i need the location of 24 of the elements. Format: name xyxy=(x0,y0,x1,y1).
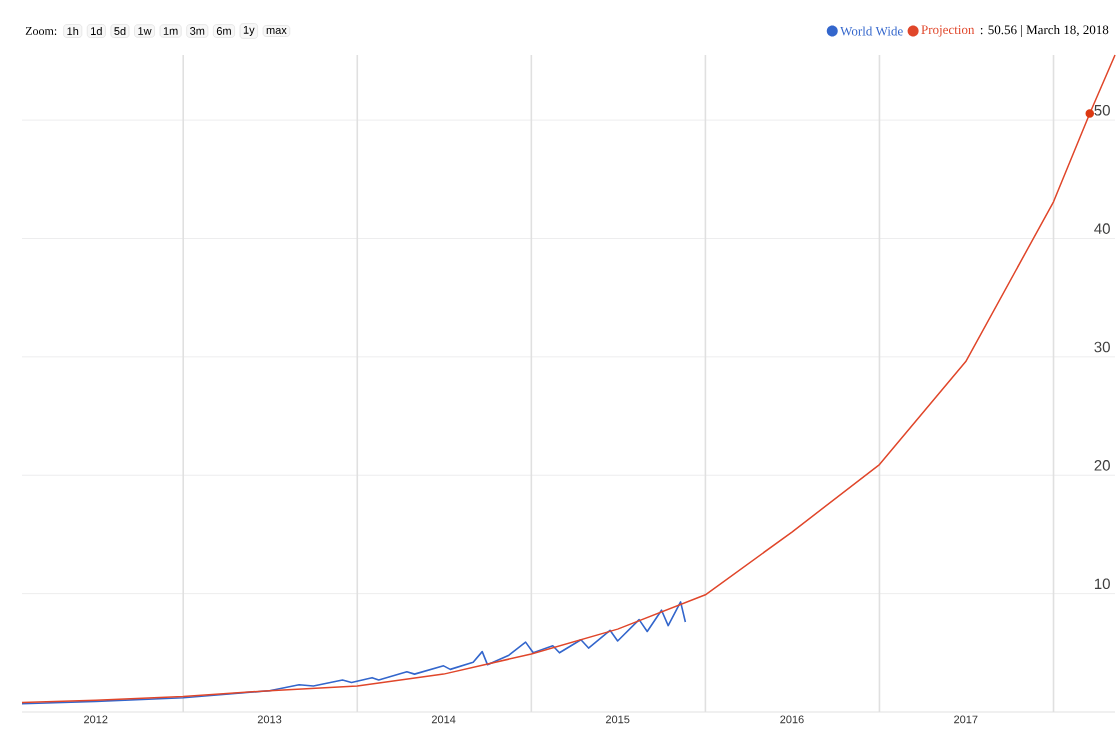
x-tick-label: 2017 xyxy=(954,715,978,724)
text: Zoom: xyxy=(25,26,57,36)
x-tick-label: 2015 xyxy=(605,715,630,724)
text: 5d xyxy=(114,26,126,36)
y-tick-label: 50 xyxy=(1094,104,1110,116)
text: 1m xyxy=(163,27,178,35)
x-tick-label: 2012 xyxy=(84,715,108,724)
text: 3m xyxy=(190,27,205,35)
legend-label: World Wide xyxy=(840,26,903,36)
legend-label: Projection xyxy=(921,25,975,37)
text: : 50.56 | March 18, 2018 xyxy=(980,25,1109,37)
text: 1d xyxy=(91,26,102,36)
x-tick-label: 2016 xyxy=(780,715,804,724)
y-tick-label: 10 xyxy=(1094,578,1110,590)
y-tick-label: 20 xyxy=(1094,460,1110,471)
x-tick-label: 2014 xyxy=(431,715,456,724)
x-tick-label: 2013 xyxy=(257,715,282,724)
text: 6m xyxy=(216,27,231,35)
text: 1h xyxy=(67,27,79,35)
text: max xyxy=(266,27,287,35)
text: 1y xyxy=(243,26,255,36)
y-tick-label: 30 xyxy=(1094,341,1110,353)
text: 1w xyxy=(138,27,152,35)
y-tick-label: 40 xyxy=(1094,223,1110,234)
